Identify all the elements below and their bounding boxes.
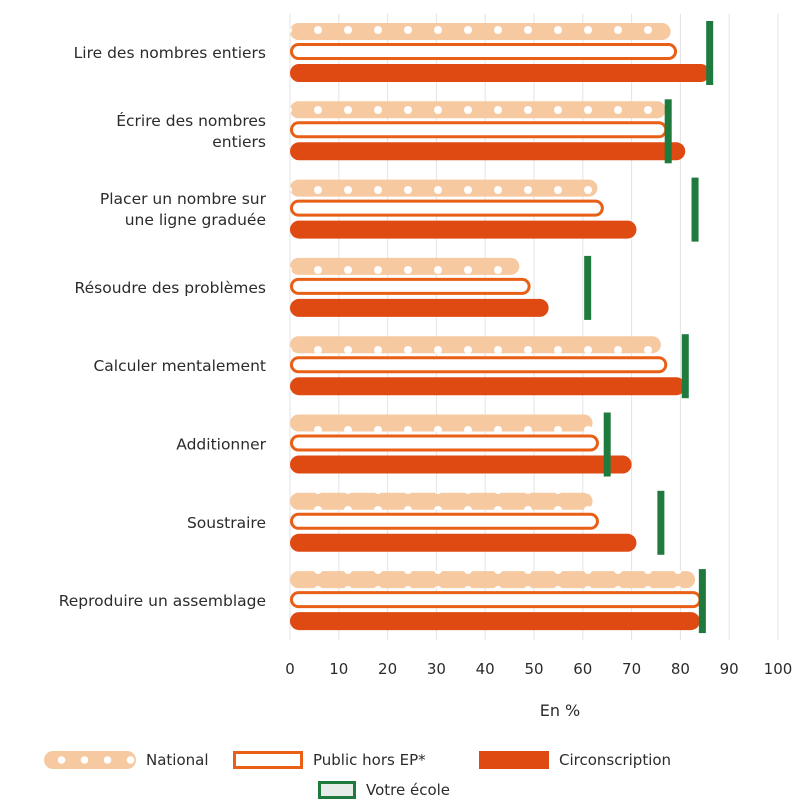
x-axis-label: En % <box>540 701 581 720</box>
bar-chart: Lire des nombres entiers Écrire des nombr… <box>59 14 792 720</box>
legend-item-public: Public hors EP* <box>233 751 426 769</box>
legend-label-circonscription: Circonscription <box>559 751 672 769</box>
bar-circonscription <box>290 612 700 631</box>
x-tick-label: 90 <box>720 660 739 678</box>
legend-item-circonscription: Circonscription <box>479 751 671 769</box>
marker-votre-ecole <box>691 177 699 242</box>
legend-label-public: Public hors EP* <box>313 751 426 769</box>
bar-public-hors-ep <box>290 121 668 139</box>
bar-public-hors-ep <box>290 43 678 60</box>
bar-national <box>290 336 661 354</box>
national-swatch <box>44 751 136 769</box>
legend-label-votre-ecole: Votre école <box>366 781 451 799</box>
bar-circonscription <box>290 377 686 396</box>
x-tick-label: 80 <box>671 660 690 678</box>
x-tick-labels: 0 10 20 30 40 50 60 70 80 90 100 <box>285 660 792 678</box>
bar-public-hors-ep <box>290 199 604 217</box>
marker-votre-ecole <box>664 99 672 164</box>
category-label: Soustraire <box>187 514 266 532</box>
bar-national <box>290 23 671 40</box>
bar-national <box>290 179 598 197</box>
category-label-line: Lire des nombres entiers <box>74 44 266 62</box>
bar-national <box>290 257 520 275</box>
category-label: Lire des nombres entiers <box>74 44 266 62</box>
bar-circonscription <box>290 298 549 317</box>
x-tick-label: 60 <box>573 660 592 678</box>
marker-votre-ecole <box>603 412 611 477</box>
x-tick-label: 50 <box>524 660 543 678</box>
x-tick-label: 30 <box>427 660 446 678</box>
bar-circonscription <box>290 142 686 161</box>
bar-circonscription <box>290 220 637 239</box>
category-label-line: Résoudre des problèmes <box>75 279 266 297</box>
category-label-line: Reproduire un assemblage <box>59 592 266 610</box>
marker-votre-ecole <box>706 21 714 85</box>
x-tick-label: 100 <box>764 660 793 678</box>
category-label: Écrire des nombres entiers <box>116 111 266 151</box>
x-tick-label: 0 <box>285 660 295 678</box>
legend-item-national: National <box>44 751 209 769</box>
category-label-line: Écrire des nombres <box>116 111 266 130</box>
votre-ecole-swatch <box>318 781 356 799</box>
category-label: Résoudre des problèmes <box>75 279 266 297</box>
category-label: Additionner <box>176 436 266 454</box>
bars <box>290 21 714 634</box>
category-labels: Lire des nombres entiers Écrire des nombr… <box>59 44 267 610</box>
public-swatch <box>233 751 303 769</box>
bar-public-hors-ep <box>290 591 702 609</box>
bar-national <box>290 414 593 432</box>
marker-votre-ecole <box>657 490 665 555</box>
category-label-line: Additionner <box>176 436 266 454</box>
bar-public-hors-ep <box>290 356 668 374</box>
marker-votre-ecole <box>584 255 592 320</box>
x-tick-label: 40 <box>476 660 495 678</box>
category-label: Calculer mentalement <box>93 357 266 375</box>
category-label-line: Soustraire <box>187 514 266 532</box>
category-label: Placer un nombre sur une ligne graduée <box>100 190 267 229</box>
marker-votre-ecole <box>681 334 689 399</box>
bar-national <box>290 492 593 510</box>
bar-circonscription <box>290 64 710 82</box>
bar-public-hors-ep <box>290 512 599 530</box>
marker-votre-ecole <box>698 569 706 634</box>
legend-item-votre-ecole: Votre école <box>318 781 450 799</box>
x-tick-label: 70 <box>622 660 641 678</box>
category-label-line: Placer un nombre sur <box>100 190 267 208</box>
x-tick-label: 10 <box>329 660 348 678</box>
category-label-line: entiers <box>212 133 266 151</box>
category-label-line: une ligne graduée <box>125 211 266 229</box>
bar-circonscription <box>290 533 637 552</box>
category-label: Reproduire un assemblage <box>59 592 266 610</box>
bar-public-hors-ep <box>290 434 599 452</box>
x-tick-label: 20 <box>378 660 397 678</box>
legend-label-national: National <box>146 751 209 769</box>
gridlines <box>289 14 779 640</box>
bar-national <box>290 101 666 119</box>
category-label-line: Calculer mentalement <box>93 357 266 375</box>
bar-circonscription <box>290 455 632 474</box>
bar-public-hors-ep <box>290 277 531 295</box>
bar-national <box>290 571 696 589</box>
circonscription-swatch <box>479 751 549 769</box>
